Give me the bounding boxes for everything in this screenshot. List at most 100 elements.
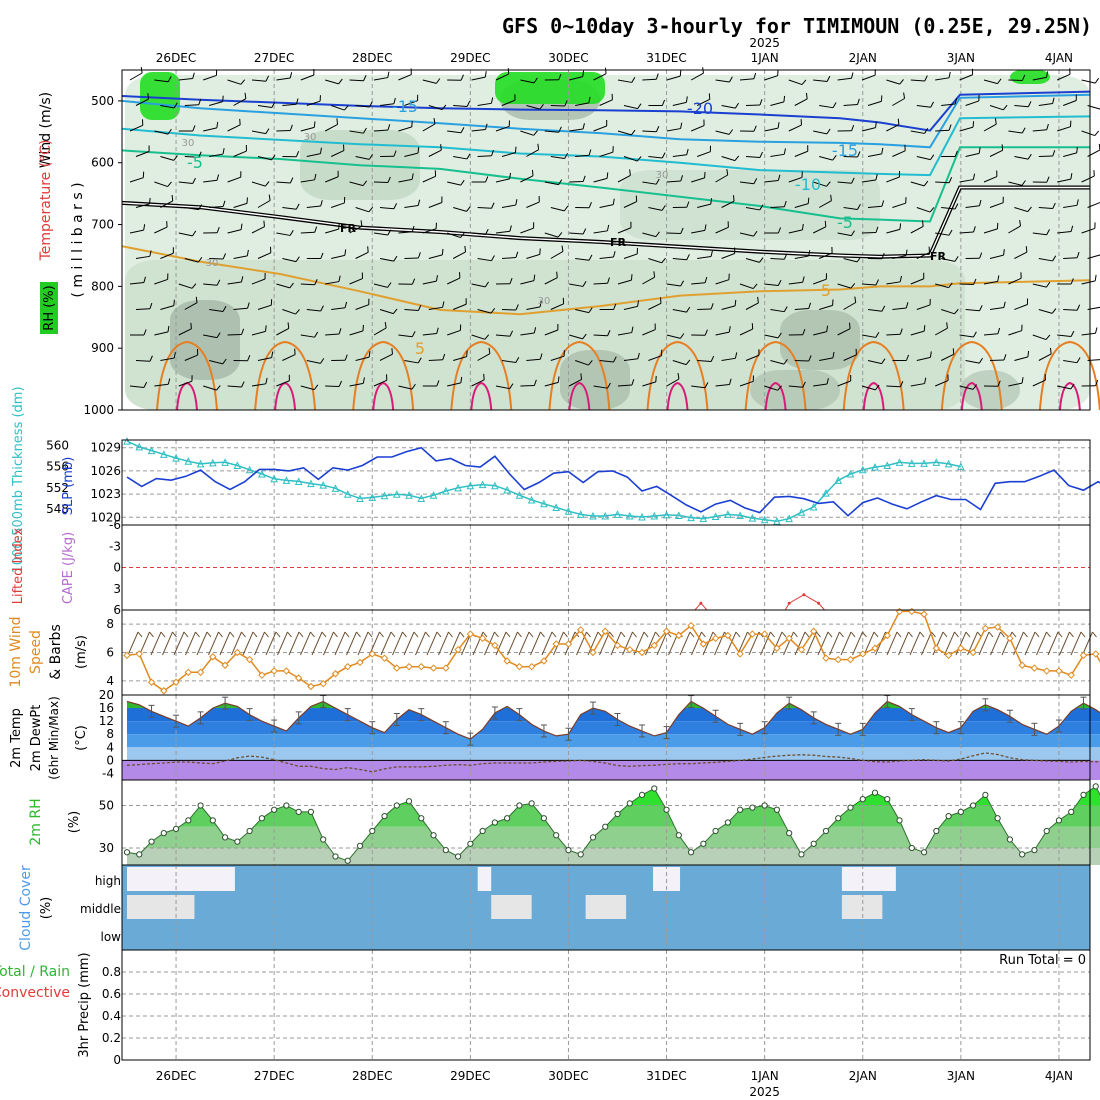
wind-barb <box>550 303 564 310</box>
wind-barb <box>1014 251 1028 259</box>
wind-barb <box>251 79 266 82</box>
wind-barb <box>715 130 730 135</box>
rh-point <box>271 806 278 813</box>
wind-barb <box>325 333 340 336</box>
wind-speed-point <box>319 679 327 688</box>
wind-speed-point <box>172 678 180 686</box>
wind-barb <box>593 177 608 183</box>
cape-point <box>787 601 791 605</box>
wind-barb <box>257 156 272 161</box>
wind-barb-flag <box>143 224 146 231</box>
wind-barb <box>1081 175 1095 183</box>
wind-barb-flag <box>637 103 642 109</box>
wind10m-barb <box>334 631 346 656</box>
day-label-bottom: 2JAN <box>849 1069 877 1083</box>
wind10m-barb-flag <box>241 631 246 638</box>
wind-barb <box>599 204 614 208</box>
wind-barb <box>422 79 437 84</box>
wind10m-barb <box>541 631 553 656</box>
thickness-point <box>711 512 720 520</box>
wind-barb <box>447 329 461 336</box>
wind-barb <box>349 330 364 336</box>
wind-barb <box>691 177 705 183</box>
wind-barb <box>477 155 492 157</box>
wind-barb-flag <box>613 251 616 258</box>
wind-barb-flag <box>1021 377 1024 384</box>
wind-barb <box>1063 360 1078 364</box>
wind-barb-flag <box>875 279 879 286</box>
wind-barb <box>1038 103 1053 106</box>
thickness-point <box>724 510 732 518</box>
wind-barb-flag <box>631 379 635 386</box>
wind10m-barb <box>150 631 162 656</box>
temp2m-label-temp: 2m Temp <box>9 708 24 768</box>
wind-barb <box>1081 79 1096 84</box>
wind-speed-point <box>626 645 634 654</box>
wind-speed-point <box>699 640 708 648</box>
wind-barb <box>569 128 584 132</box>
wind-barb-flag <box>802 328 806 335</box>
wind-speed-point <box>920 610 928 618</box>
wind-barb-flag <box>653 271 656 278</box>
wind-barb <box>745 302 759 310</box>
wind-barb <box>520 130 534 136</box>
wind-barb-flag <box>948 229 953 236</box>
wind-barb-flag <box>832 351 835 358</box>
isotherm-10 <box>646 340 709 411</box>
wind-barb <box>282 207 297 210</box>
rh-point <box>908 844 915 852</box>
wind-barb <box>666 180 681 183</box>
wind10m-barb <box>1036 631 1047 656</box>
wind-barb-flag <box>564 100 568 107</box>
wind-barb-flag <box>677 372 680 380</box>
wind-barb <box>160 305 174 310</box>
wind-barb <box>794 98 808 106</box>
wind10m-barb-flag <box>379 631 384 638</box>
wind-barb-flag <box>923 180 929 187</box>
slp-tick-label: 1029 <box>90 441 121 455</box>
wind-barb-flag <box>801 79 807 85</box>
isotherm-label: -15 <box>392 97 418 116</box>
wind-barb-flag <box>1094 77 1100 84</box>
wind-barb-flag <box>338 380 343 387</box>
wind-barb-flag <box>753 230 758 237</box>
wind-barb <box>184 156 199 158</box>
wind-barb <box>1008 277 1022 285</box>
wind-barb-flag <box>216 385 221 391</box>
rh-point <box>651 785 658 792</box>
wind-barb-flag <box>680 227 684 234</box>
wind-barb-flag <box>216 226 220 233</box>
thickness-point <box>503 485 511 494</box>
wind-barb-flag <box>1002 104 1008 111</box>
wind-barb <box>282 103 297 106</box>
wind-barb-flag <box>686 201 690 208</box>
wind-barb-flag <box>948 282 953 288</box>
wind10m-barb-flag <box>1046 631 1051 638</box>
wind-barb <box>428 306 443 310</box>
wind-barb-flag <box>1095 379 1099 386</box>
wind-barb <box>550 251 564 259</box>
wind10m-barb-flag <box>896 631 902 638</box>
wind-barb <box>745 354 760 361</box>
rh-point <box>626 800 633 807</box>
wind-barb-flag <box>167 378 171 385</box>
wind-barb-flag <box>1052 202 1056 209</box>
wind-barb <box>526 105 541 110</box>
wind-barb-flag <box>1051 308 1057 314</box>
thickness-point <box>785 514 793 523</box>
cape-point <box>817 601 821 605</box>
wind-barb-flag <box>759 204 764 211</box>
rh-shade-area <box>170 300 240 380</box>
wind-barb-flag <box>485 123 488 130</box>
wind-barb <box>471 379 485 387</box>
rh-point <box>884 796 891 803</box>
wind-barb <box>398 385 413 390</box>
day-label-bottom: 31DEC <box>646 1069 686 1083</box>
wind-speed-point <box>184 668 193 677</box>
wind-barb-flag <box>924 75 928 82</box>
wind-barb <box>422 333 437 336</box>
wind10m-barb <box>829 631 840 656</box>
wind-barb <box>715 174 728 183</box>
wind-barb <box>355 105 370 108</box>
wind-barb <box>959 74 973 81</box>
